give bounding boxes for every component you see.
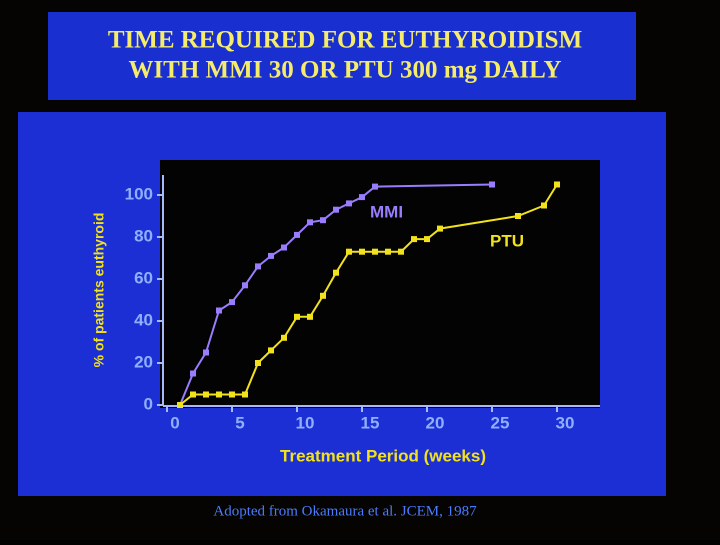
- data-point: [541, 202, 547, 209]
- y-tick-label: 60: [134, 268, 153, 287]
- data-point: [372, 248, 378, 255]
- y-tick-label: 80: [134, 226, 153, 245]
- y-axis-label: % of patients euthyroid: [91, 213, 107, 368]
- data-point: [320, 292, 326, 299]
- data-point: [268, 252, 274, 259]
- y-tick-label: 0: [144, 394, 153, 413]
- data-point: [554, 181, 560, 188]
- data-point: [242, 282, 248, 289]
- data-point: [203, 349, 209, 356]
- x-tick-label: 0: [170, 413, 179, 432]
- data-point: [372, 183, 378, 190]
- data-point: [307, 219, 313, 226]
- source-note: Adopted from Okamaura et al. JCEM, 1987: [213, 503, 477, 519]
- x-tick-label: 20: [426, 413, 445, 432]
- data-point: [320, 217, 326, 224]
- x-tick-label: 30: [556, 413, 575, 432]
- data-point: [216, 391, 222, 398]
- data-point: [515, 213, 521, 219]
- data-point: [359, 248, 365, 255]
- data-point: [307, 313, 313, 320]
- data-point: [411, 236, 417, 243]
- chart-title: WITH MMI 30 OR PTU 300 mg DAILY: [128, 57, 561, 84]
- chart-title: TIME REQUIRED FOR EUTHYROIDISM: [108, 27, 582, 54]
- y-tick-label: 20: [134, 352, 153, 371]
- x-axis-label: Treatment Period (weeks): [280, 446, 486, 465]
- data-point: [489, 181, 495, 188]
- series-label: PTU: [490, 231, 524, 250]
- data-point: [229, 391, 235, 398]
- data-point: [242, 391, 248, 398]
- data-point: [385, 248, 391, 255]
- plot-area: [160, 160, 600, 408]
- data-point: [346, 200, 352, 207]
- data-point: [359, 194, 365, 201]
- data-point: [203, 391, 209, 398]
- data-point: [333, 269, 339, 276]
- data-point: [177, 402, 183, 408]
- data-point: [229, 299, 235, 306]
- x-tick-label: 5: [235, 413, 244, 432]
- data-point: [216, 307, 222, 314]
- data-point: [268, 347, 274, 354]
- data-point: [333, 206, 339, 213]
- y-tick-label: 40: [134, 310, 153, 329]
- data-point: [281, 244, 287, 251]
- x-tick-label: 10: [296, 413, 315, 432]
- series-label: MMI: [370, 202, 403, 221]
- data-point: [346, 248, 352, 255]
- data-point: [424, 236, 430, 243]
- title-panel: [48, 12, 636, 100]
- data-point: [294, 231, 300, 238]
- data-point: [190, 391, 196, 398]
- data-point: [398, 248, 404, 255]
- y-tick-label: 100: [125, 184, 153, 203]
- x-tick-label: 15: [361, 413, 380, 432]
- data-point: [437, 225, 443, 232]
- data-point: [294, 313, 300, 320]
- data-point: [281, 334, 287, 341]
- data-point: [255, 360, 261, 366]
- data-point: [190, 370, 196, 377]
- x-tick-label: 25: [491, 413, 510, 432]
- data-point: [255, 263, 261, 270]
